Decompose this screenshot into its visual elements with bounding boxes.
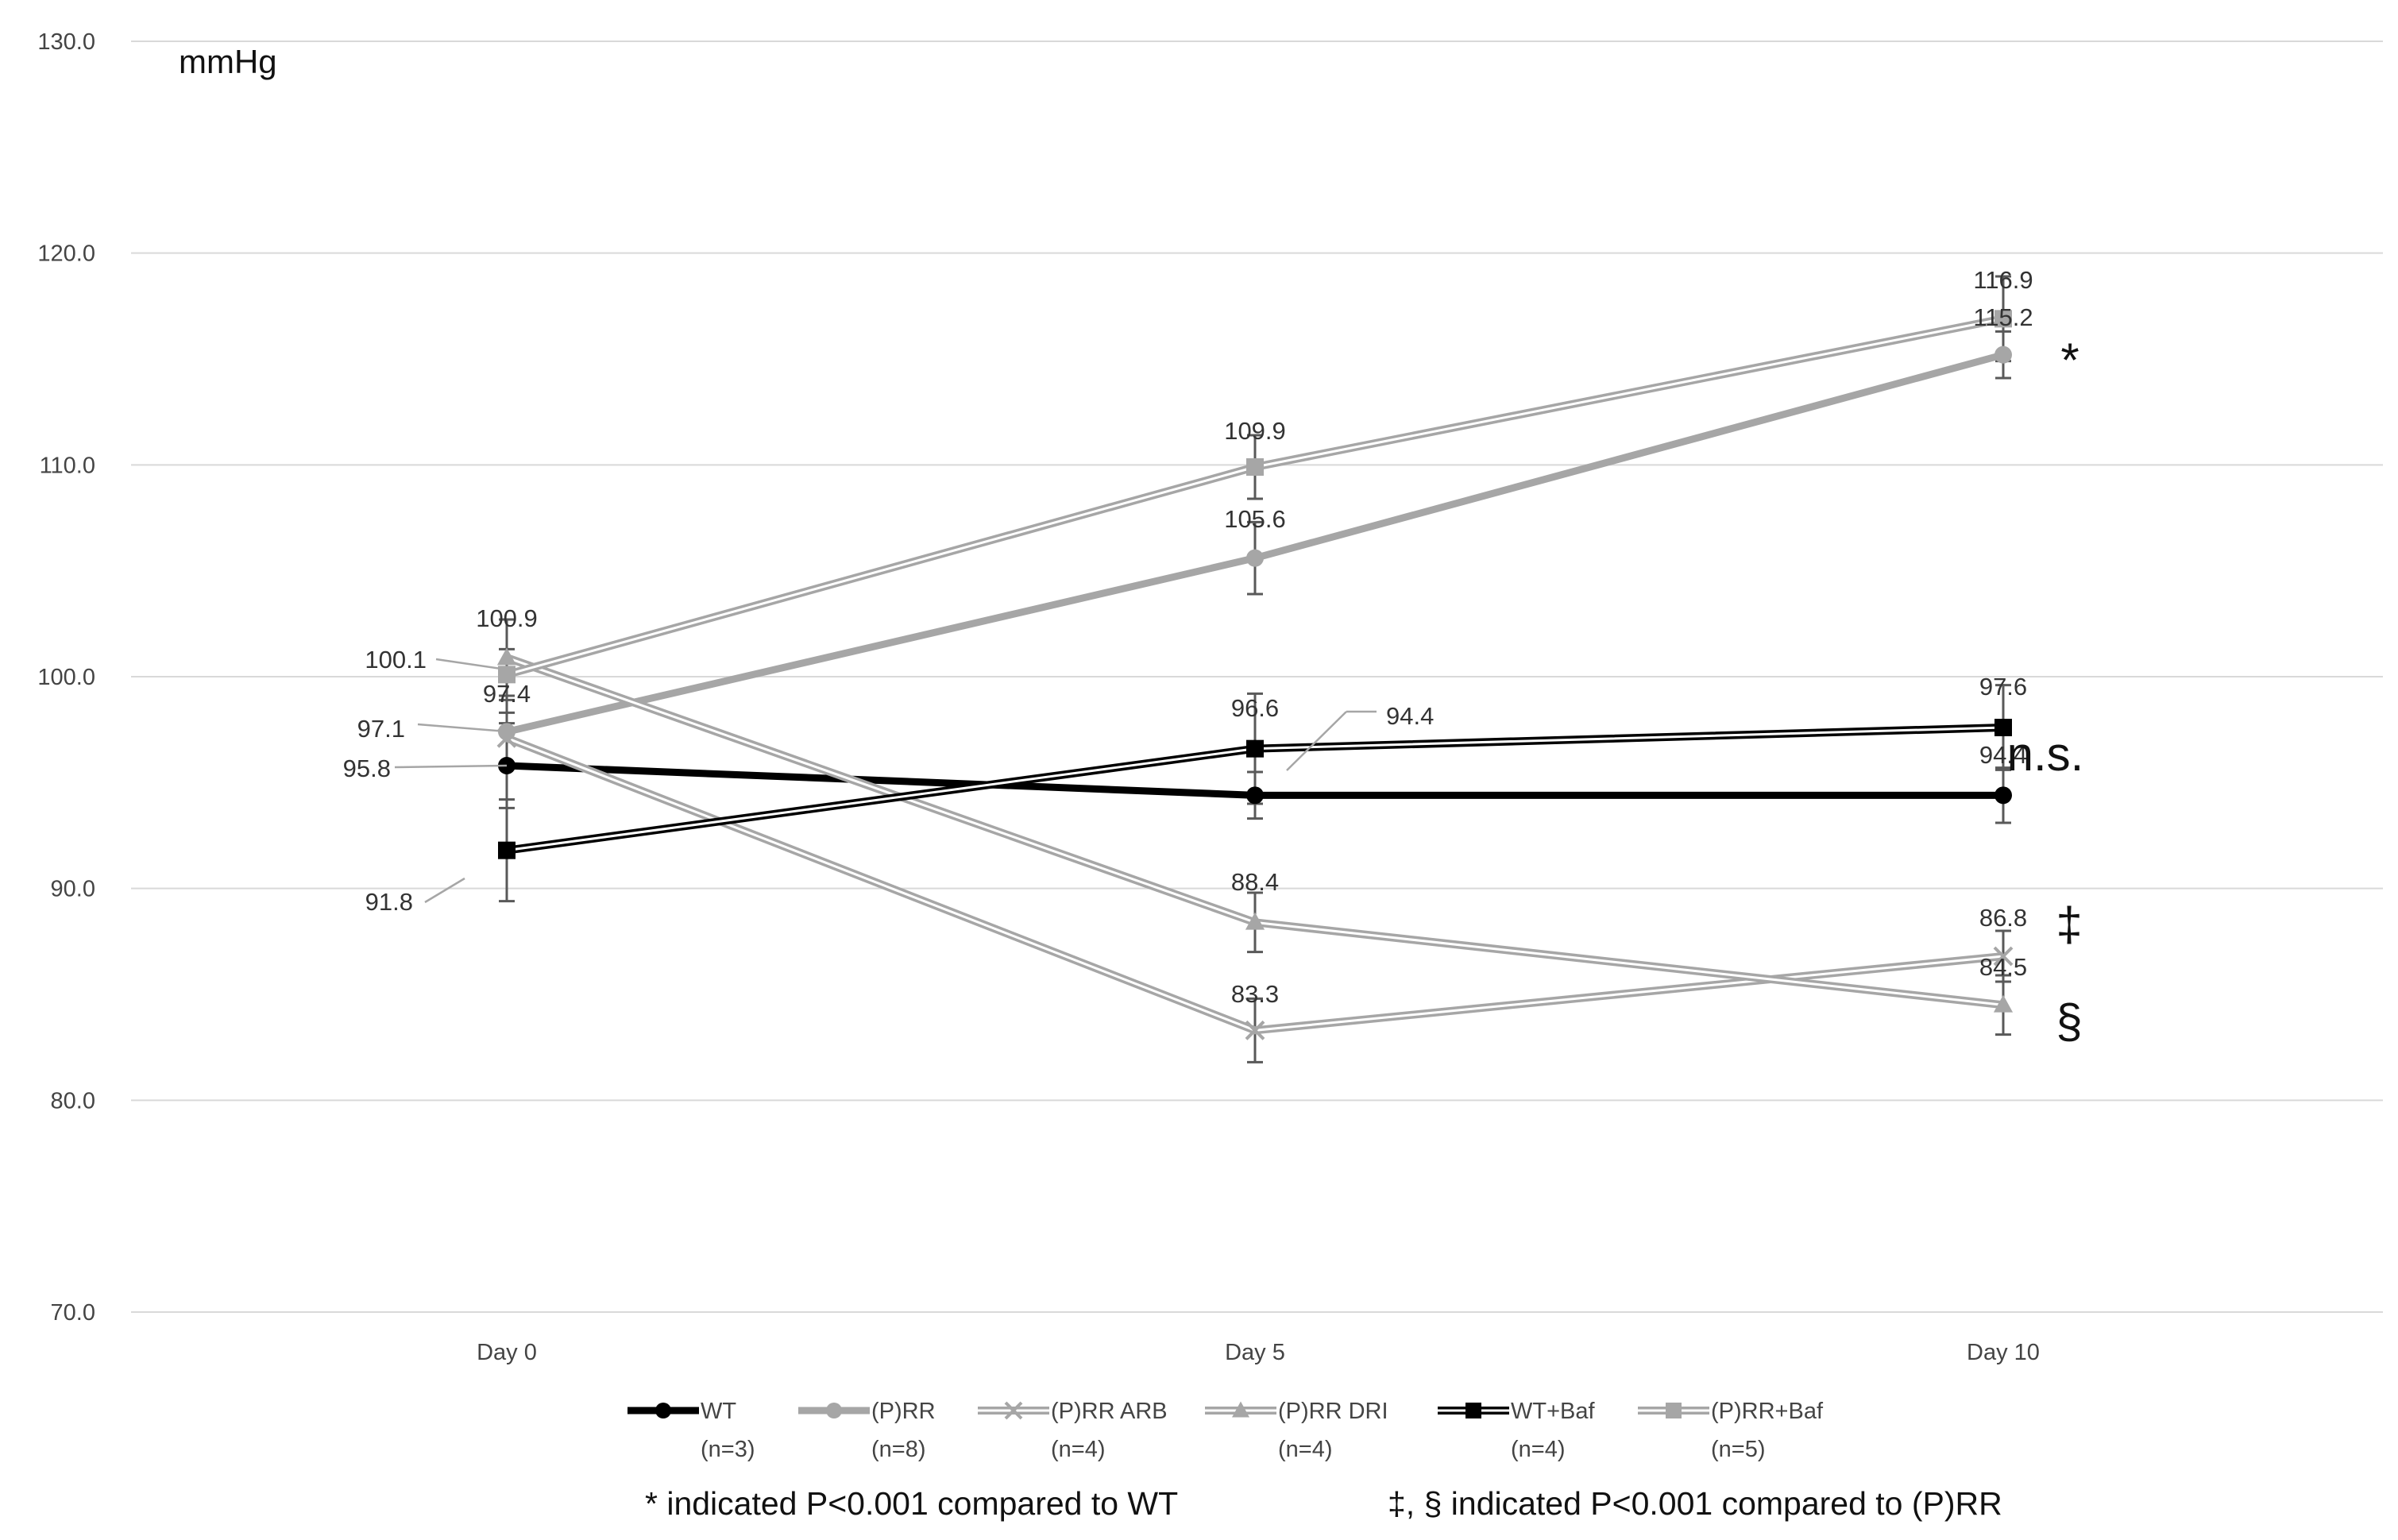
data-label: 109.9 [1224, 417, 1286, 445]
series-marker [496, 647, 517, 666]
significance-marks: * n.s. ‡ § [2007, 334, 2084, 1048]
series-marker [1994, 719, 2012, 736]
legend-entry: (P)RR [871, 1399, 936, 1424]
series-markers [496, 310, 2014, 1040]
data-label: 97.1 [357, 715, 405, 743]
significance-mark: n.s. [2007, 728, 2084, 781]
series-marker [1246, 549, 1264, 567]
error-bars [499, 275, 2011, 1063]
legend-n-label: (n=4) [1278, 1437, 1333, 1462]
data-label: 94.4 [1386, 702, 1434, 730]
x-tick-label: Day 5 [1225, 1340, 1285, 1365]
series-marker [1245, 912, 1265, 930]
data-labels: 95.8 94.4 94.4 97.4 105.6 115.2 97.1 83.3 86.8 10… [343, 266, 2033, 1008]
leader-line [417, 723, 508, 733]
significance-mark: ‡ [2056, 897, 2082, 951]
leader-line [424, 877, 465, 904]
legend-entry: (P)RR+Baf [1711, 1399, 1824, 1424]
x-axis-ticks: Day 0 Day 5 Day 10 [477, 1340, 2040, 1365]
data-label: 97.4 [483, 680, 531, 708]
leader-line [435, 658, 508, 671]
legend-n-label: (n=5) [1711, 1437, 1766, 1462]
footnote: * indicated P<0.001 compared to WT [645, 1485, 1178, 1522]
data-label: 88.4 [1231, 868, 1279, 896]
series-marker [496, 728, 517, 748]
x-tick-label: Day 0 [477, 1340, 537, 1365]
legend: WT (n=3) (P)RR (n=8) (P)RR ARB (n=4) (P)RR DRI… [627, 1399, 1824, 1462]
data-label: 116.9 [1973, 266, 2033, 294]
significance-mark: § [2056, 994, 2082, 1048]
footnotes: * indicated P<0.001 compared to WT ‡, § i… [645, 1485, 2002, 1522]
y-tick-label: 130.0 [37, 29, 95, 55]
data-label: 100.1 [365, 646, 427, 674]
label-leader-lines [394, 658, 1377, 904]
y-tick-label: 90.0 [51, 877, 95, 902]
data-label: 96.6 [1231, 694, 1279, 722]
legend-swatch-marker [826, 1403, 842, 1418]
significance-mark: * [2060, 334, 2079, 387]
leader-line [394, 764, 508, 769]
data-label: 97.6 [1979, 673, 2027, 701]
y-tick-label: 120.0 [37, 241, 95, 267]
x-tick-label: Day 10 [1967, 1340, 2040, 1365]
series-marker [498, 666, 516, 684]
data-label: 84.5 [1979, 953, 2027, 981]
footnote: ‡, § indicated P<0.001 compared to (P)RR [1388, 1485, 2002, 1522]
data-label: 105.6 [1224, 505, 1286, 533]
series-marker [1246, 739, 1264, 758]
y-tick-label: 80.0 [51, 1088, 95, 1114]
y-tick-label: 110.0 [40, 453, 95, 478]
legend-entry: WT [701, 1399, 736, 1424]
y-axis-ticks: 70.0 80.0 90.0 100.0 110.0 120.0 130.0 [37, 29, 95, 1326]
y-tick-label: 70.0 [51, 1300, 95, 1326]
legend-n-label: (n=8) [871, 1437, 926, 1462]
leader-line [1286, 711, 1347, 771]
data-label: 86.8 [1979, 904, 2027, 932]
data-label: 91.8 [365, 888, 413, 916]
y-tick-label: 100.0 [37, 665, 95, 690]
series-marker [1994, 345, 2012, 364]
series-marker [1246, 786, 1264, 805]
series-marker [498, 841, 516, 859]
legend-entry: (P)RR ARB [1051, 1399, 1168, 1424]
data-label: 94.4 [1979, 741, 2027, 769]
legend-swatch-marker [1004, 1401, 1023, 1420]
legend-n-label: (n=4) [1051, 1437, 1106, 1462]
series-marker [1993, 994, 2014, 1013]
legend-swatch-marker [1465, 1403, 1481, 1418]
data-label: 83.3 [1231, 980, 1279, 1008]
series-marker [1993, 946, 2014, 967]
series-marker [498, 723, 516, 741]
legend-n-label: (n=4) [1511, 1437, 1566, 1462]
series-marker [1994, 310, 2012, 328]
legend-entry: WT+Baf [1511, 1399, 1595, 1424]
legend-n-label: (n=3) [701, 1437, 755, 1462]
legend-swatch-marker [655, 1403, 671, 1418]
data-label: 115.2 [1973, 303, 2033, 331]
series-marker [1246, 458, 1264, 476]
y-axis-unit-label: mmHg [179, 43, 277, 80]
legend-entry: (P)RR DRI [1278, 1399, 1388, 1424]
legend-swatch-marker [1232, 1401, 1249, 1418]
data-label: 100.9 [476, 604, 538, 632]
series-marker [1994, 786, 2012, 805]
legend-swatch-marker [1666, 1403, 1682, 1418]
grid-lines [131, 41, 2383, 1313]
data-label: 95.8 [343, 755, 391, 782]
series-marker [1245, 1020, 1265, 1040]
